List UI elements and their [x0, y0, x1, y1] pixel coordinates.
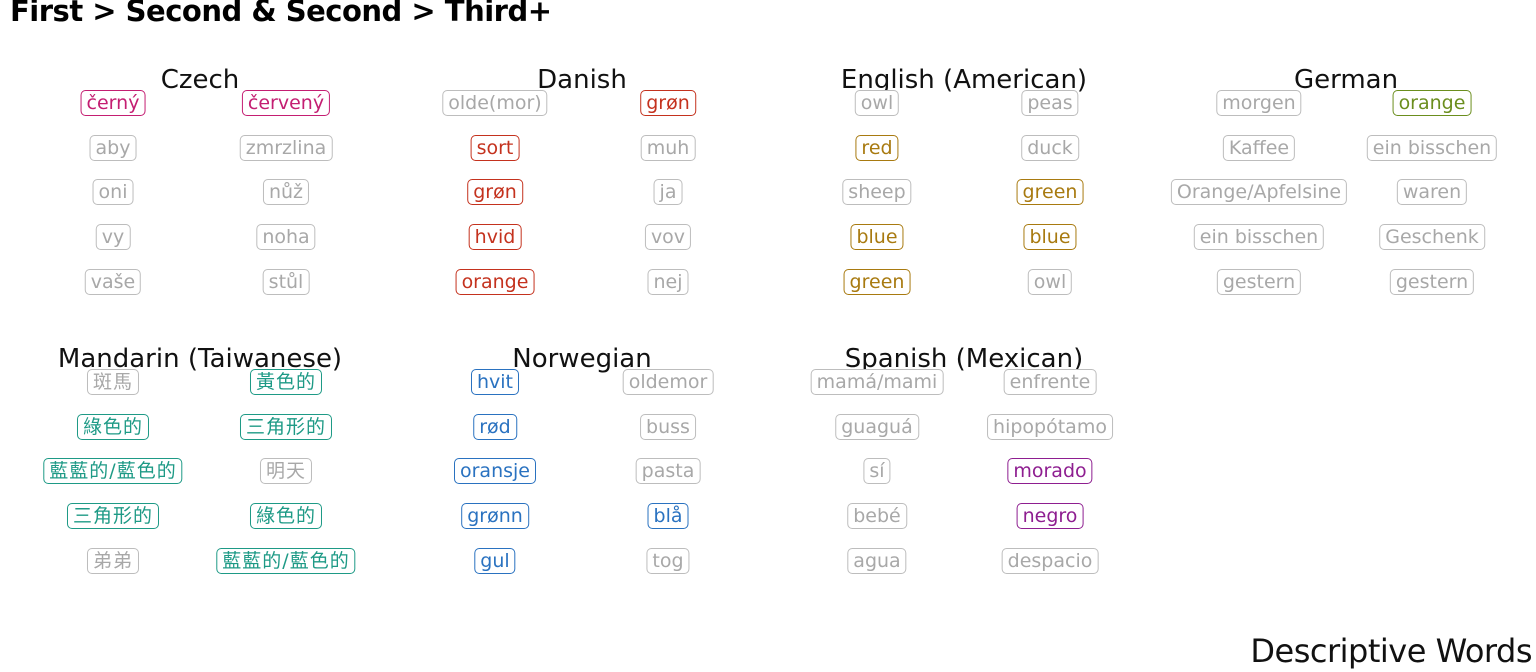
word-chip-second-third: despacio: [1001, 547, 1099, 574]
word-chip-second-third: pasta: [635, 458, 701, 485]
word-chip-first-second: gul: [474, 547, 516, 574]
word-chip-first-second: hvid: [468, 224, 522, 251]
word-chip-first-second: aby: [89, 134, 137, 161]
word-chip-first-second: vaše: [84, 268, 142, 295]
word-chip-first-second: grøn: [467, 179, 523, 206]
word-chip-second-third: green: [1016, 179, 1084, 206]
word-chip-second-third: vov: [644, 224, 692, 251]
word-chip-first-second: 藍藍的/藍色的: [43, 458, 183, 485]
word-chip-second-third: owl: [1027, 268, 1073, 295]
word-chip-second-third: nůž: [262, 179, 310, 206]
word-chip-second-third: 三角形的: [239, 413, 333, 440]
word-chip-second-third: tog: [646, 547, 690, 574]
word-chip-second-third: grøn: [640, 90, 696, 116]
word-chip-first-second: oransje: [454, 458, 536, 485]
word-chip-first-second: morgen: [1216, 90, 1302, 116]
word-chip-first-second: sheep: [842, 179, 912, 206]
word-chip-first-second: 弟弟: [86, 547, 140, 574]
word-chip-first-second: 綠色的: [76, 413, 150, 440]
word-chip-first-second: bebé: [847, 503, 907, 530]
word-chip-second-third: Geschenk: [1379, 224, 1485, 251]
word-chip-first-second: blue: [850, 224, 904, 251]
word-chip-first-second: hvit: [470, 369, 520, 395]
word-chip-second-third: 黃色的: [249, 369, 323, 395]
word-chip-second-third: waren: [1396, 179, 1468, 206]
panel-title: Norwegian: [512, 344, 652, 374]
word-chip-second-third: negro: [1016, 503, 1084, 530]
panel-title: Czech: [160, 65, 240, 95]
word-chip-first-second: green: [843, 268, 911, 295]
word-chip-second-third: stůl: [262, 268, 310, 295]
word-chip-first-second: olde(mor): [442, 90, 548, 116]
word-chip-first-second: sí: [863, 458, 891, 485]
word-chip-first-second: mamá/mami: [810, 369, 944, 395]
word-chip-second-third: ein bisschen: [1366, 134, 1498, 161]
word-chip-first-second: grønn: [461, 503, 529, 530]
panel-title: Mandarin (Taiwanese): [57, 344, 343, 374]
word-chip-second-third: gestern: [1389, 268, 1475, 295]
word-chip-second-third: hipopótamo: [987, 413, 1113, 440]
word-chip-second-third: orange: [1392, 90, 1472, 116]
word-chip-first-second: sort: [470, 134, 520, 161]
word-chip-first-second: Orange/Apfelsine: [1170, 179, 1348, 206]
word-chip-first-second: owl: [854, 90, 900, 116]
word-chip-first-second: red: [855, 134, 899, 161]
word-chip-second-third: zmrzlina: [239, 134, 333, 161]
word-chip-second-third: morado: [1007, 458, 1093, 485]
word-chip-second-third: enfrente: [1003, 369, 1097, 395]
word-chip-second-third: peas: [1021, 90, 1079, 116]
panel-title: German: [1293, 65, 1399, 95]
word-chip-second-third: duck: [1021, 134, 1079, 161]
word-chip-first-second: ein bisschen: [1193, 224, 1325, 251]
word-chip-second-third: blå: [647, 503, 689, 530]
word-chip-second-third: ja: [653, 179, 683, 206]
word-chip-first-second: vy: [95, 224, 131, 251]
word-chip-second-third: nej: [647, 268, 689, 295]
word-chip-second-third: 明天: [259, 458, 313, 485]
word-chip-first-second: 三角形的: [66, 503, 160, 530]
word-chip-second-third: buss: [640, 413, 696, 440]
word-chip-second-third: blue: [1023, 224, 1077, 251]
word-chip-first-second: guaguá: [835, 413, 919, 440]
word-chip-first-second: rød: [473, 413, 517, 440]
word-chip-first-second: 斑馬: [86, 369, 140, 395]
word-chip-second-third: noha: [256, 224, 316, 251]
word-chip-first-second: černý: [80, 90, 146, 116]
word-chip-first-second: orange: [455, 268, 535, 295]
word-chip-first-second: oni: [92, 179, 134, 206]
word-chip-second-third: červený: [241, 90, 331, 116]
word-chip-second-third: oldemor: [622, 369, 714, 395]
word-chip-second-third: muh: [640, 134, 696, 161]
word-chip-first-second: gestern: [1216, 268, 1302, 295]
word-chip-second-third: 綠色的: [249, 503, 323, 530]
word-chip-second-third: 藍藍的/藍色的: [216, 547, 356, 574]
chart-caption: Descriptive Words: [1250, 632, 1532, 670]
page-title: First > Second & Second > Third+: [10, 0, 552, 28]
word-chip-first-second: Kaffee: [1222, 134, 1296, 161]
panel-title: English (American): [840, 65, 1088, 95]
word-chip-first-second: agua: [847, 547, 907, 574]
panel-title: Danish: [537, 65, 627, 95]
